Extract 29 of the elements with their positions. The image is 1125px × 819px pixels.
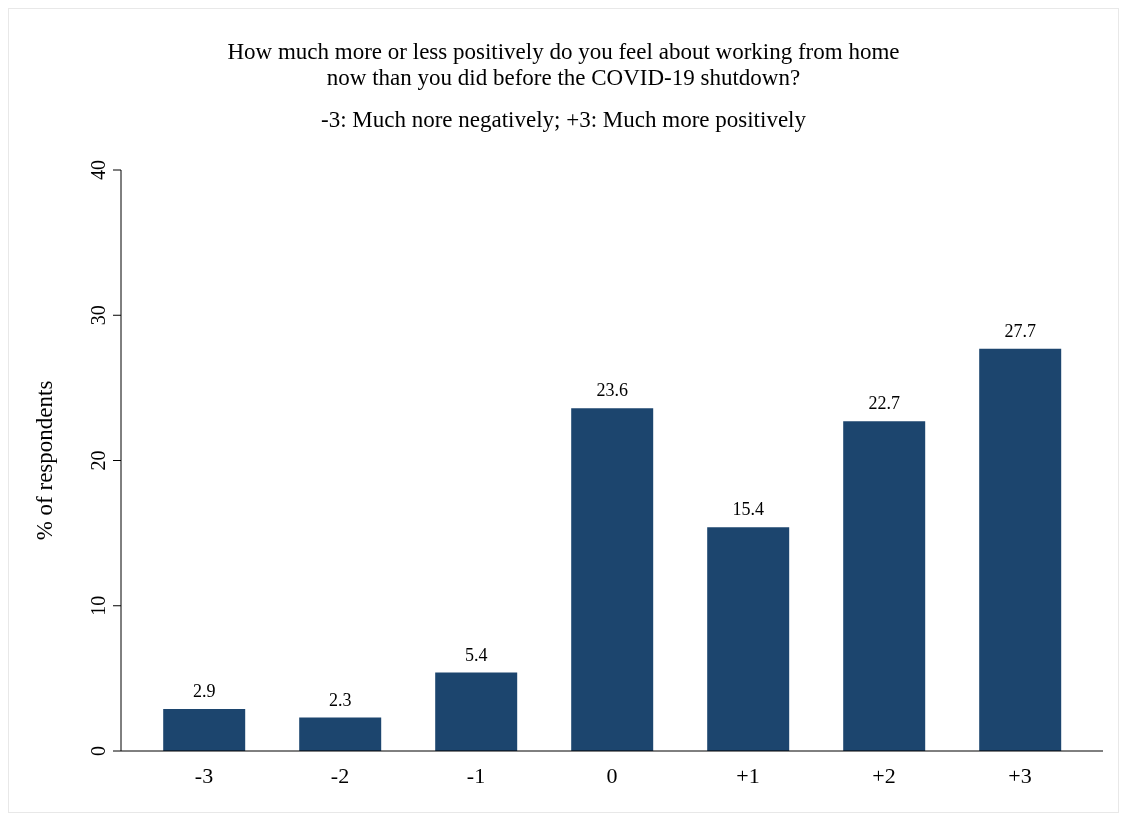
data-label: 23.6 bbox=[596, 380, 628, 401]
data-label: 2.3 bbox=[328, 689, 352, 710]
bar bbox=[163, 708, 246, 751]
x-tick-label: +3 bbox=[1008, 762, 1032, 788]
y-tick-label: 40 bbox=[87, 160, 109, 180]
x-tick-label: -1 bbox=[466, 762, 486, 788]
data-label: 22.7 bbox=[868, 393, 900, 414]
x-tick-label: 0 bbox=[606, 762, 618, 788]
data-label: 2.9 bbox=[192, 680, 216, 701]
data-label: 5.4 bbox=[464, 644, 488, 665]
chart-title: How much more or less positively do you feel about working from home now than you did before the COVID-19 shutdown? bbox=[226, 39, 901, 91]
y-tick-label: 0 bbox=[87, 746, 109, 756]
y-tick-label: 10 bbox=[87, 595, 109, 616]
x-tick-label: -2 bbox=[330, 762, 350, 788]
bar bbox=[571, 408, 654, 751]
chart-subtitle: -3: Much nore negatively; +3: Much more positively bbox=[320, 107, 807, 133]
x-tick-label: +1 bbox=[736, 762, 760, 788]
y-axis-title: % of respondents bbox=[32, 380, 58, 541]
bar bbox=[707, 527, 790, 751]
x-tick-label: -3 bbox=[194, 762, 214, 788]
data-label: 15.4 bbox=[732, 499, 764, 520]
y-tick-label: 20 bbox=[87, 450, 109, 471]
bar bbox=[843, 421, 926, 751]
bar bbox=[299, 717, 382, 751]
data-label: 27.7 bbox=[1004, 320, 1036, 341]
bar bbox=[435, 672, 518, 751]
bar bbox=[979, 348, 1062, 751]
y-tick-label: 30 bbox=[87, 305, 109, 326]
x-tick-label: +2 bbox=[872, 762, 896, 788]
